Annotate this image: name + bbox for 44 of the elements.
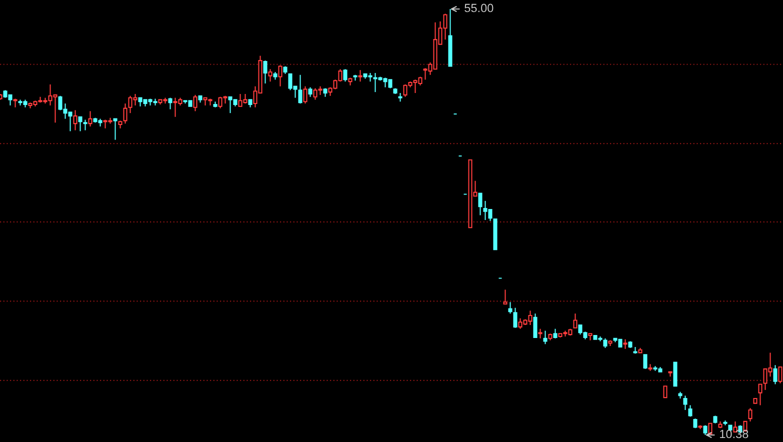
candlestick — [748, 408, 752, 422]
candlestick — [603, 338, 608, 348]
candlestick — [263, 60, 268, 84]
candlestick — [673, 362, 678, 387]
candlestick — [343, 68, 348, 82]
candlestick — [303, 86, 308, 104]
candlestick — [513, 307, 518, 328]
candlestick — [268, 68, 272, 82]
candlestick — [278, 64, 282, 87]
candlestick — [503, 289, 508, 305]
candlestick — [83, 119, 88, 131]
candlestick — [538, 328, 542, 339]
candlestick — [688, 404, 692, 418]
candlestick — [13, 98, 18, 108]
candlestick — [573, 313, 578, 328]
candlestick — [683, 395, 688, 411]
candlestick — [73, 110, 78, 131]
candlestick — [543, 330, 548, 345]
candlestick — [663, 386, 668, 398]
annotation: 55.00 — [464, 4, 494, 12]
candlestick — [778, 366, 782, 384]
candlestick — [308, 86, 312, 98]
candlestick — [78, 116, 82, 132]
candlestick — [113, 118, 118, 140]
candlestick — [298, 74, 302, 104]
candlestick — [478, 192, 482, 216]
candlestick — [693, 418, 698, 429]
candlestick — [623, 338, 628, 350]
candlestick — [193, 94, 198, 112]
candlestick — [398, 92, 402, 102]
annotation: 10.38 — [720, 430, 748, 438]
candlestick — [358, 70, 362, 82]
candlestick — [88, 110, 92, 127]
candlestick — [508, 302, 512, 314]
candlestick — [533, 313, 538, 338]
candlestick — [773, 364, 778, 385]
candlestick — [643, 354, 648, 370]
candlestick — [648, 364, 652, 372]
candlestick — [633, 346, 638, 354]
candlestick — [668, 371, 672, 378]
candlestick — [588, 333, 592, 341]
candlestick — [123, 103, 128, 124]
candlestick — [723, 420, 728, 426]
candlestick — [553, 328, 558, 339]
